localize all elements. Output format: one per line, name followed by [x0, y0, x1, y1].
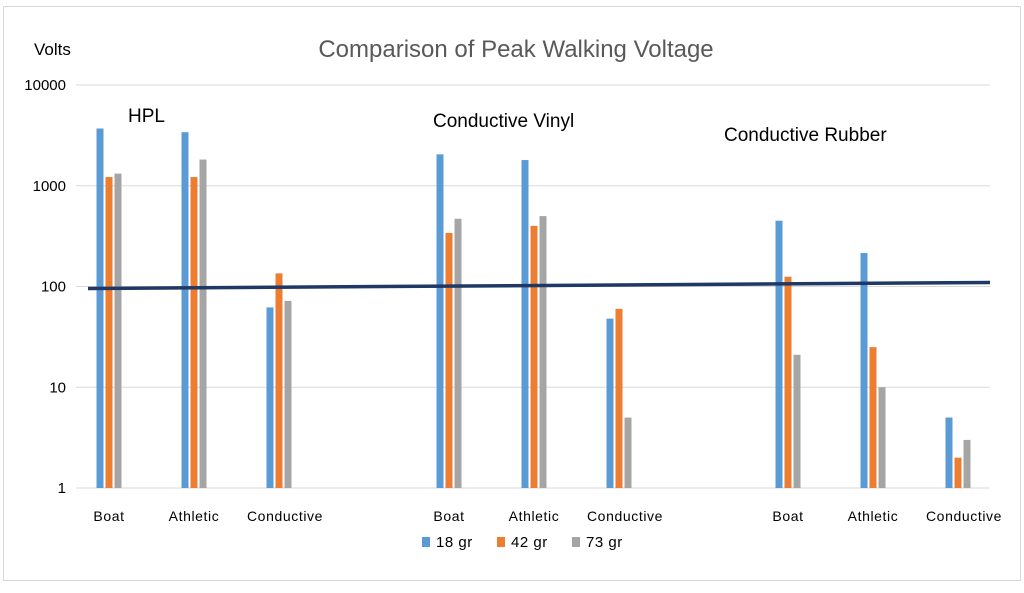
legend: 18 gr 42 gr 73 gr — [422, 534, 623, 551]
bar-42-gr-7 — [869, 347, 877, 488]
bar-73-gr-4 — [539, 216, 547, 488]
chart-frame: Comparison of Peak Walking Voltage Volts… — [3, 6, 1021, 581]
x-category-label: Athletic — [848, 508, 899, 524]
chart-svg: Comparison of Peak Walking Voltage Volts… — [24, 36, 1002, 551]
bar-42-gr-3 — [445, 232, 453, 488]
bar-18-gr-3 — [436, 154, 444, 488]
reference-line-layer — [87, 280, 991, 291]
bar-18-gr-2 — [266, 307, 274, 488]
bar-42-gr-0 — [105, 177, 113, 488]
bar-18-gr-6 — [775, 220, 783, 488]
x-category-label: Boat — [433, 508, 464, 524]
bar-42-gr-6 — [784, 276, 792, 488]
x-category-label: Boat — [772, 508, 803, 524]
group-label-layer: HPL Conductive Vinyl Conductive Rubber — [128, 106, 887, 146]
tick-layer: 1 10 100 1000 10000 — [24, 77, 66, 497]
x-category-label: Athletic — [509, 508, 560, 524]
text-layer: Comparison of Peak Walking Voltage Volts — [34, 36, 714, 63]
legend-swatch — [572, 537, 580, 547]
group-label: Conductive Vinyl — [433, 111, 574, 132]
bar-18-gr-7 — [860, 253, 868, 488]
bar-73-gr-8 — [963, 439, 971, 488]
y-tick-label: 10 — [49, 379, 66, 396]
bar-42-gr-5 — [615, 308, 623, 488]
bar-42-gr-4 — [530, 225, 538, 488]
x-category-label: Boat — [93, 508, 124, 524]
bar-73-gr-3 — [454, 218, 462, 489]
category-label-layer: Boat Athletic Conductive Boat Athletic Conduc… — [93, 508, 1002, 524]
bar-18-gr-5 — [606, 318, 614, 488]
legend-swatch — [497, 537, 505, 547]
bar-73-gr-7 — [878, 387, 886, 488]
x-category-label: Conductive — [926, 508, 1002, 524]
legend-swatch — [422, 537, 430, 547]
bar-42-gr-1 — [190, 177, 198, 488]
y-tick-label: 10000 — [24, 77, 66, 94]
legend-label: 73 gr — [586, 534, 623, 551]
y-tick-label: 100 — [41, 279, 66, 296]
bar-73-gr-0 — [114, 173, 122, 488]
bar-18-gr-4 — [521, 160, 529, 488]
bar-73-gr-2 — [284, 300, 292, 488]
chart-title: Comparison of Peak Walking Voltage — [318, 36, 713, 63]
bar-18-gr-8 — [945, 417, 953, 488]
x-category-label: Athletic — [169, 508, 220, 524]
legend-label: 42 gr — [511, 534, 548, 551]
bar-73-gr-1 — [199, 159, 207, 489]
group-label: Conductive Rubber — [724, 125, 887, 146]
bar-42-gr-2 — [275, 273, 283, 488]
y-tick-label: 1 — [58, 480, 66, 497]
x-category-label: Conductive — [587, 508, 663, 524]
reference-line-100 — [87, 280, 991, 291]
legend-label: 18 gr — [436, 534, 473, 551]
group-label: HPL — [128, 106, 165, 127]
bar-18-gr-1 — [181, 132, 189, 488]
bars-layer — [96, 128, 971, 489]
bar-73-gr-6 — [793, 354, 801, 488]
bar-73-gr-5 — [624, 417, 632, 488]
x-category-label: Conductive — [247, 508, 323, 524]
y-tick-label: 1000 — [33, 178, 66, 195]
y-axis-label: Volts — [34, 40, 71, 59]
bar-18-gr-0 — [96, 128, 104, 489]
bar-42-gr-8 — [954, 457, 962, 488]
